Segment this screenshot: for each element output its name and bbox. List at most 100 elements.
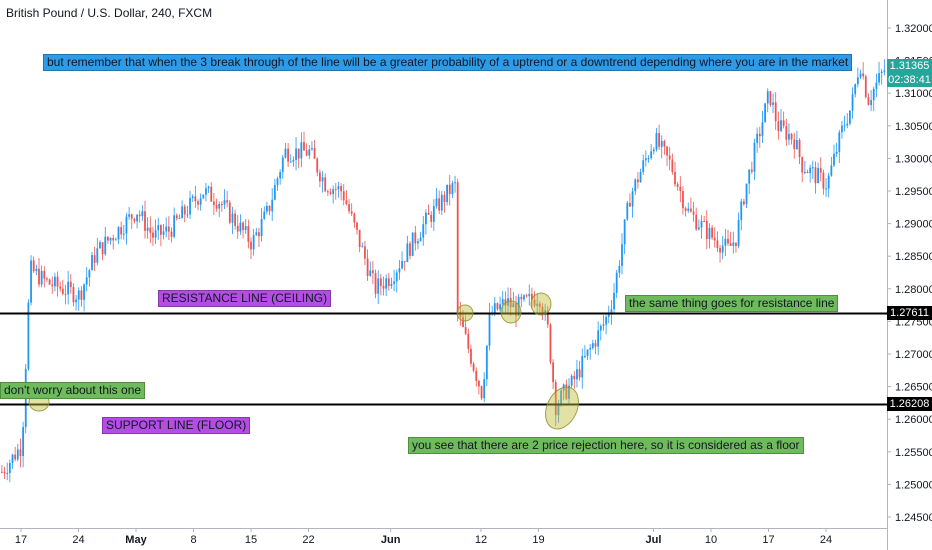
floor-note: you see that there are 2 price rejection…: [408, 437, 804, 454]
candle-body: [3, 471, 6, 474]
candle-body: [255, 232, 258, 235]
candle-body: [607, 313, 610, 317]
candle-body: [93, 255, 96, 263]
candle-body: [814, 167, 817, 184]
candle-body: [112, 237, 115, 241]
candle-body: [528, 293, 531, 297]
candle-body: [523, 295, 525, 300]
candle-body: [605, 316, 607, 325]
candle-body: [19, 449, 22, 456]
x-tick-label: 24: [72, 534, 84, 546]
candle-body: [621, 244, 623, 266]
candle-body: [311, 148, 313, 150]
candle-body: [366, 258, 369, 276]
candle-body: [1, 471, 3, 473]
candle-body: [14, 454, 17, 460]
x-tick-label: Jun: [381, 534, 401, 546]
candle-body: [766, 91, 769, 104]
candle-body: [305, 150, 308, 156]
candle-body: [480, 386, 483, 399]
candle-body: [809, 167, 812, 174]
candle-body: [560, 390, 562, 405]
candle-body: [364, 246, 366, 259]
candle-body: [334, 189, 337, 191]
candle-body: [817, 168, 819, 184]
y-tick-label: 1.25000: [895, 479, 932, 491]
candle-body: [324, 177, 327, 192]
candle-body: [695, 214, 698, 230]
candle-body: [138, 214, 141, 217]
candle-body: [520, 296, 523, 300]
candle-body: [737, 219, 740, 246]
candle-body: [570, 375, 573, 386]
candle-body: [446, 184, 448, 202]
candle-body: [822, 172, 825, 189]
candle-body: [626, 202, 629, 220]
candle-body: [594, 343, 597, 347]
candle-body: [658, 133, 660, 147]
candle-body: [321, 177, 324, 182]
candle-body: [250, 241, 252, 250]
candle-body: [64, 293, 67, 295]
candle-body: [610, 309, 613, 314]
candle-body: [663, 140, 666, 147]
candle-body: [178, 218, 181, 220]
x-axis: 17 24 May 8 15 22 Jun 12 19 Jul 10 17 24: [15, 528, 832, 546]
candle-body: [279, 172, 282, 179]
candle-body: [56, 276, 59, 287]
candle-body: [679, 186, 682, 191]
x-tick-label: 12: [475, 534, 487, 546]
candle-body: [268, 205, 271, 212]
candle-body: [377, 278, 380, 294]
candle-body: [788, 133, 790, 140]
candle-body: [59, 286, 62, 289]
candle-body: [456, 182, 459, 312]
candle-body: [692, 211, 695, 215]
x-tick-label: 15: [245, 534, 257, 546]
candle-body: [782, 120, 785, 126]
candle-body: [27, 302, 30, 369]
candle-body: [753, 142, 756, 172]
candle-body: [883, 70, 886, 72]
candle-body: [811, 167, 814, 169]
candle-body: [777, 121, 780, 132]
candle-body: [295, 148, 297, 160]
candle-body: [160, 225, 162, 235]
resistance-label: RESISTANCE LINE (CEILING): [158, 290, 332, 307]
candle-body: [186, 214, 189, 216]
candle-body: [872, 88, 875, 101]
candle-body: [549, 324, 552, 363]
candle-body: [61, 288, 64, 294]
candle-body: [642, 160, 645, 173]
candle-body: [271, 199, 274, 212]
candle-body: [157, 225, 160, 231]
candle-body: [472, 363, 475, 371]
candle-body: [379, 278, 382, 286]
candle-body: [705, 221, 708, 240]
candle-body: [99, 242, 101, 249]
candle-body: [72, 287, 75, 303]
candle-body: [501, 299, 504, 305]
candle-body: [75, 299, 77, 303]
candle-body: [440, 194, 443, 211]
candle-body: [493, 303, 496, 314]
highlight-ellipse: [500, 300, 522, 324]
candle-body: [183, 206, 186, 215]
candle-body: [735, 242, 737, 246]
candle-body: [764, 103, 766, 123]
candle-body: [790, 133, 793, 140]
candle-body: [205, 188, 207, 195]
candle-body: [51, 284, 54, 287]
candle-body: [758, 133, 761, 137]
candle-body: [11, 454, 14, 463]
candle-body: [162, 231, 165, 235]
candle-body: [194, 196, 197, 202]
y-axis: 1.320001.315001.310001.305001.300001.295…: [887, 23, 932, 524]
candle-body: [345, 200, 348, 205]
candle-body: [682, 190, 684, 209]
candle-body: [199, 198, 202, 205]
candle-body: [374, 273, 377, 294]
candle-body: [467, 333, 470, 349]
candle-body: [671, 159, 674, 173]
